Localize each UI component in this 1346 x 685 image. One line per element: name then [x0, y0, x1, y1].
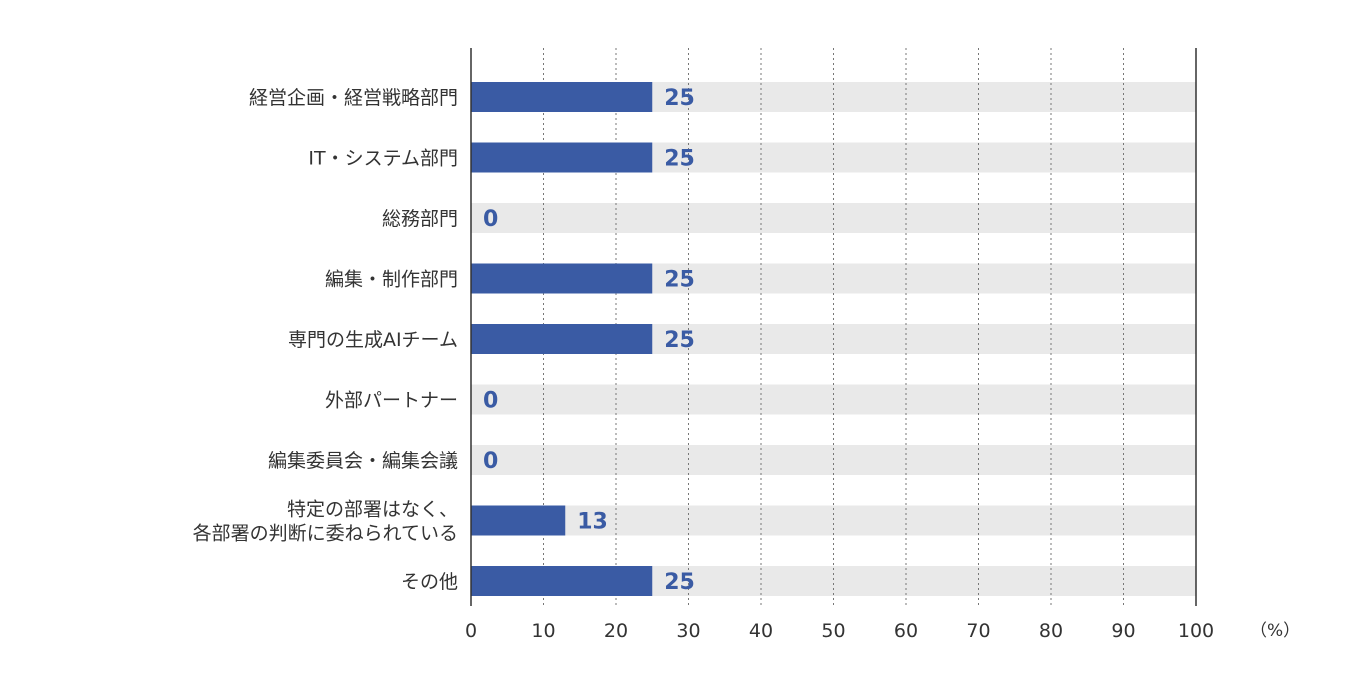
category-label: 経営企画・経営戦略部門	[249, 87, 458, 109]
value-label: 13	[577, 510, 608, 535]
bar	[471, 263, 653, 294]
x-tick-label: 50	[821, 620, 845, 642]
category-label: 各部署の判断に委ねられている	[193, 523, 458, 545]
value-label: 0	[483, 449, 498, 474]
bar	[471, 566, 653, 596]
x-tick-label: 0	[465, 620, 477, 642]
x-tick-label: 100	[1178, 620, 1214, 642]
category-label: 総務部門	[382, 208, 458, 230]
value-label: 25	[664, 328, 695, 353]
value-label: 25	[664, 86, 695, 111]
value-label: 0	[483, 207, 498, 232]
bar	[471, 82, 653, 112]
category-label: その他	[401, 571, 458, 593]
bar	[471, 142, 653, 173]
category-label: 特定の部署はなく、	[287, 499, 458, 521]
x-tick-label: 10	[531, 620, 555, 642]
category-label: 編集委員会・編集会議	[268, 450, 458, 472]
bar	[471, 505, 566, 536]
category-label: 専門の生成AIチーム	[288, 329, 458, 351]
value-label: 25	[664, 268, 695, 293]
x-tick-label: 90	[1111, 620, 1135, 642]
bars	[471, 82, 653, 596]
x-tick-label: 80	[1039, 620, 1063, 642]
value-labels: 25 25 0 25 25 0 0 13 25	[483, 86, 695, 595]
x-tick-label: 20	[604, 620, 628, 642]
bar	[471, 324, 653, 354]
value-label: 0	[483, 389, 498, 414]
category-label: IT・システム部門	[308, 148, 458, 170]
value-label: 25	[664, 147, 695, 172]
x-tick-label: 40	[749, 620, 773, 642]
bar-track	[471, 505, 1196, 536]
x-tick-label: 60	[894, 620, 918, 642]
category-label: 外部パートナー	[325, 390, 458, 412]
category-label: 編集・制作部門	[325, 269, 458, 291]
category-labels: 経営企画・経営戦略部門 IT・システム部門総務部門編集・制作部門専門の生成AIチー…	[193, 87, 458, 593]
x-tick-label: 30	[676, 620, 700, 642]
value-label: 25	[664, 570, 695, 595]
x-tick-label: 70	[966, 620, 990, 642]
x-tick-labels: 0 10 20 30 40 50 60 70 80 90 100	[465, 620, 1214, 642]
unit-label: （%）	[1250, 621, 1300, 641]
axes	[470, 48, 1197, 606]
